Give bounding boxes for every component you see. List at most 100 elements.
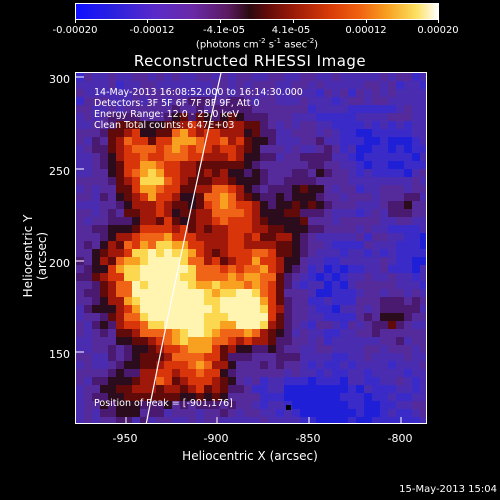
intensity-pixel [420, 113, 426, 122]
intensity-pixel [260, 193, 269, 202]
intensity-pixel [364, 385, 373, 394]
intensity-pixel [124, 337, 133, 346]
intensity-pixel [396, 161, 405, 170]
intensity-pixel [364, 137, 373, 146]
intensity-pixel [172, 153, 181, 162]
intensity-pixel [412, 145, 421, 154]
intensity-pixel [348, 249, 357, 258]
intensity-pixel [252, 241, 261, 250]
intensity-pixel [420, 145, 426, 154]
intensity-pixel [252, 345, 261, 354]
intensity-pixel [324, 153, 333, 162]
intensity-pixel [76, 313, 85, 322]
intensity-pixel [204, 161, 213, 170]
intensity-pixel [300, 161, 309, 170]
intensity-pixel [164, 249, 173, 258]
intensity-pixel [100, 209, 109, 218]
intensity-pixel [180, 185, 189, 194]
intensity-pixel [348, 329, 357, 338]
intensity-pixel [188, 193, 197, 202]
intensity-pixel [396, 401, 405, 410]
intensity-pixel [372, 153, 381, 162]
intensity-pixel [300, 313, 309, 322]
intensity-pixel [420, 201, 426, 210]
intensity-pixel [76, 321, 85, 330]
intensity-pixel [412, 169, 421, 178]
intensity-pixel [180, 297, 189, 306]
intensity-pixel [188, 169, 197, 178]
intensity-pixel [244, 289, 253, 298]
intensity-pixel [324, 369, 333, 378]
intensity-pixel [316, 153, 325, 162]
intensity-pixel [236, 161, 245, 170]
intensity-pixel [316, 337, 325, 346]
intensity-pixel [396, 201, 405, 210]
intensity-pixel [316, 409, 325, 418]
intensity-pixel [356, 225, 365, 234]
intensity-pixel [388, 401, 397, 410]
intensity-pixel [188, 393, 197, 402]
intensity-pixel [124, 241, 133, 250]
intensity-pixel [220, 281, 229, 290]
intensity-pixel [316, 233, 325, 242]
intensity-pixel [348, 209, 357, 218]
intensity-pixel [244, 105, 253, 114]
intensity-pixel [92, 233, 101, 242]
intensity-pixel [404, 89, 413, 98]
intensity-pixel [76, 137, 85, 146]
intensity-pixel [92, 289, 101, 298]
intensity-pixel [252, 161, 261, 170]
intensity-pixel [324, 249, 333, 258]
intensity-pixel [268, 209, 277, 218]
intensity-pixel [228, 345, 237, 354]
intensity-pixel [300, 385, 309, 394]
intensity-pixel [388, 345, 397, 354]
intensity-pixel [156, 393, 165, 402]
intensity-pixel [196, 313, 205, 322]
intensity-pixel [148, 281, 157, 290]
intensity-pixel [340, 353, 349, 362]
intensity-pixel [132, 377, 141, 386]
intensity-pixel [212, 225, 221, 234]
intensity-pixel [388, 305, 397, 314]
intensity-pixel [332, 313, 341, 322]
intensity-pixel [124, 265, 133, 274]
intensity-pixel [396, 297, 405, 306]
intensity-pixel [396, 321, 405, 330]
intensity-pixel [308, 137, 317, 146]
intensity-pixel [276, 265, 285, 274]
intensity-pixel [148, 401, 157, 410]
intensity-pixel [404, 201, 413, 210]
intensity-pixel [164, 281, 173, 290]
intensity-pixel [388, 97, 397, 106]
intensity-pixel [404, 305, 413, 314]
intensity-pixel [316, 121, 325, 130]
intensity-pixel [252, 177, 261, 186]
intensity-pixel [84, 137, 93, 146]
intensity-pixel [412, 113, 421, 122]
intensity-pixel [100, 73, 109, 82]
intensity-pixel [84, 321, 93, 330]
intensity-pixel [236, 73, 245, 82]
intensity-pixel [260, 169, 269, 178]
intensity-pixel [148, 185, 157, 194]
intensity-pixel [404, 321, 413, 330]
intensity-pixel [156, 369, 165, 378]
intensity-pixel [148, 249, 157, 258]
intensity-pixel [308, 161, 317, 170]
intensity-pixel [76, 89, 85, 98]
intensity-pixel [132, 169, 141, 178]
intensity-pixel [284, 201, 293, 210]
intensity-pixel [172, 313, 181, 322]
observation-info: 14-May-2013 16:08:52.000 to 16:14:30.000… [94, 87, 303, 131]
intensity-pixel [100, 241, 109, 250]
intensity-pixel [284, 249, 293, 258]
intensity-pixel [340, 393, 349, 402]
intensity-pixel [292, 129, 301, 138]
intensity-pixel [244, 209, 253, 218]
intensity-pixel [84, 265, 93, 274]
intensity-pixel [156, 401, 165, 410]
intensity-pixel [404, 233, 413, 242]
intensity-pixel [420, 297, 426, 306]
intensity-pixel [396, 313, 405, 322]
